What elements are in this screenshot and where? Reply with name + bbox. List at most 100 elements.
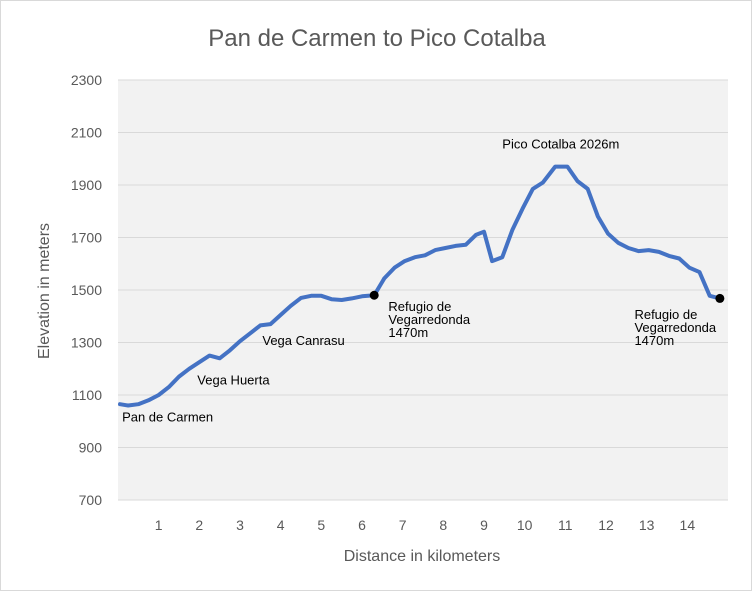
- data-point: [637, 249, 641, 253]
- x-tick-label: 12: [598, 517, 614, 533]
- x-tick-label: 7: [399, 517, 407, 533]
- data-point: [147, 398, 151, 402]
- data-point: [340, 298, 344, 302]
- data-point: [586, 187, 590, 191]
- data-point: [464, 243, 468, 247]
- data-point: [157, 393, 161, 397]
- marker-dot: [715, 293, 725, 303]
- x-axis-title: Distance in kilometers: [344, 548, 501, 565]
- data-point: [626, 246, 630, 250]
- annotation-line: Refugio de: [634, 307, 697, 322]
- gridlines: [118, 79, 728, 501]
- y-axis-title: Elevation in meters: [36, 223, 53, 359]
- data-point: [269, 322, 273, 326]
- annotation-line: Vega Canrasu: [262, 333, 344, 348]
- data-point: [500, 255, 504, 259]
- x-tick-label: 1: [155, 517, 163, 533]
- annotation-line: Vega Huerta: [197, 373, 270, 388]
- annotation-line: 1470m: [388, 325, 428, 340]
- data-point: [708, 294, 712, 298]
- data-point: [541, 180, 545, 184]
- x-tick-label: 8: [439, 517, 447, 533]
- data-point: [647, 248, 651, 252]
- x-tick-label: 14: [680, 517, 696, 533]
- y-tick-label: 2300: [71, 72, 102, 88]
- data-point: [482, 230, 486, 234]
- data-point: [677, 257, 681, 261]
- y-tick-label: 700: [79, 492, 103, 508]
- data-point: [289, 304, 293, 308]
- annotation-line: Pico Cotalba 2026m: [502, 136, 619, 151]
- data-point: [350, 296, 354, 300]
- data-point: [319, 294, 323, 298]
- data-point: [360, 294, 364, 298]
- x-tick-label: 13: [639, 517, 655, 533]
- data-point: [531, 187, 535, 191]
- data-point: [510, 228, 514, 232]
- data-point: [279, 313, 283, 317]
- refugio-markers: [369, 290, 725, 303]
- x-tick-label: 4: [277, 517, 285, 533]
- x-tick-label: 11: [558, 517, 573, 533]
- data-point: [309, 294, 313, 298]
- data-point: [382, 276, 386, 280]
- marker-dot: [369, 290, 379, 300]
- data-point: [208, 354, 212, 358]
- y-tick-label: 1700: [71, 230, 102, 246]
- data-point: [177, 375, 181, 379]
- data-point: [490, 259, 494, 263]
- annotation-pico-cotalba: Pico Cotalba 2026m: [502, 136, 619, 151]
- x-tick-label: 10: [517, 517, 533, 533]
- data-point: [454, 244, 458, 248]
- y-tick-label: 900: [79, 440, 103, 456]
- data-point: [616, 241, 620, 245]
- x-tick-label: 9: [480, 517, 488, 533]
- x-tick-label: 6: [358, 517, 366, 533]
- data-point: [238, 339, 242, 343]
- data-point: [258, 323, 262, 327]
- annotation-line: Pan de Carmen: [122, 409, 213, 424]
- y-tick-label: 1300: [71, 335, 102, 351]
- data-point: [126, 404, 130, 408]
- annotations: Pan de Carmen Vega Huerta Vega Canrasu Refu…: [122, 136, 717, 424]
- data-point: [228, 348, 232, 352]
- y-tick-label: 1100: [72, 387, 102, 403]
- data-point: [299, 296, 303, 300]
- x-tick-label: 2: [195, 517, 203, 533]
- data-point: [687, 266, 691, 270]
- data-point: [403, 259, 407, 263]
- annotation-pan-de-carmen: Pan de Carmen: [122, 409, 213, 424]
- data-point: [576, 179, 580, 183]
- annotation-line: Refugio de: [388, 299, 451, 314]
- data-point: [393, 266, 397, 270]
- data-point: [698, 270, 702, 274]
- data-point: [330, 297, 334, 301]
- annotation-line: Vegarredonda: [388, 312, 470, 327]
- elevation-line: [118, 164, 722, 408]
- x-tick-labels: 1 2 3 4 5 6 7 8 9 10 11 12 13 14: [155, 517, 696, 533]
- y-tick-labels: 2300 2100 1900 1700 1500 1300 1100 900 700: [71, 72, 102, 508]
- y-tick-label: 2100: [71, 125, 102, 141]
- data-point: [197, 360, 201, 364]
- annotation-vega-canrasu: Vega Canrasu: [262, 333, 344, 348]
- data-point: [423, 253, 427, 257]
- data-point: [218, 356, 222, 360]
- data-point: [667, 254, 671, 258]
- data-point: [413, 255, 417, 259]
- data-point: [248, 331, 252, 335]
- x-tick-label: 3: [236, 517, 244, 533]
- data-point: [521, 207, 525, 211]
- data-point: [606, 232, 610, 236]
- data-point: [553, 165, 557, 169]
- data-point: [433, 248, 437, 252]
- data-point: [657, 250, 661, 254]
- annotation-line: Vegarredonda: [634, 320, 716, 335]
- data-point: [187, 367, 191, 371]
- data-point: [136, 402, 140, 406]
- annotation-line: 1470m: [634, 333, 674, 348]
- data-point: [443, 246, 447, 250]
